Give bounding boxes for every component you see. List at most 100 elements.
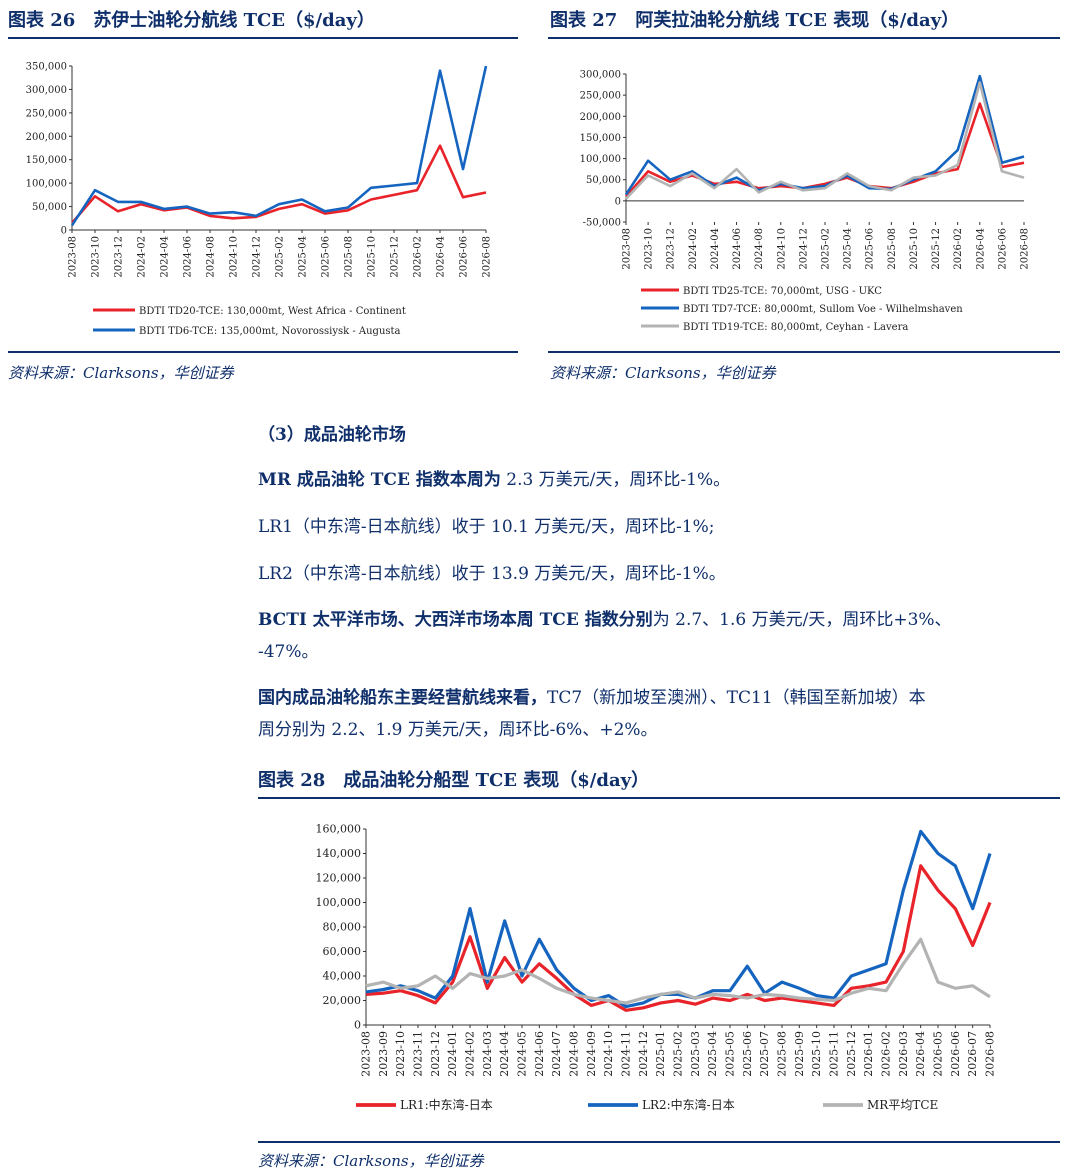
fig26-x-tick-label: 2024-04 [160, 236, 171, 278]
fig28-x-tick-label: 2026-05 [932, 1031, 945, 1077]
fig26-y-tick-label: 300,000 [26, 85, 67, 96]
paragraph-domestic-bold: 国内成品油轮船东主要经营航线来看， [258, 688, 547, 708]
fig26-x-tick-label: 2025-02 [275, 236, 286, 278]
fig26-x-tick-label: 2024-06 [183, 236, 194, 278]
fig26-series-2-line [70, 65, 488, 227]
paragraph-bcti-bold: BCTI 太平洋市场、大西洋市场本周 TCE 指数分别 [258, 610, 653, 630]
fig28-legend-label-3: MR平均TCE [867, 1098, 938, 1112]
fig28-x-tick-label: 2024-02 [464, 1031, 477, 1077]
fig26-x-tick-label: 2024-12 [252, 236, 263, 278]
fig28-series-1-line [365, 864, 992, 1012]
fig28-series-3-line [365, 937, 991, 1005]
fig27-x-tick-label: 2024-02 [688, 228, 699, 270]
fig28-x-tick-label: 2025-10 [810, 1031, 823, 1077]
fig28-y-tick-label: 80,000 [323, 921, 362, 934]
fig28-x-tick-label: 2025-03 [689, 1031, 702, 1077]
fig26-x-tick-label: 2025-08 [344, 236, 355, 278]
figure-28-bottom-rule [258, 1141, 1060, 1143]
fig26-y-tick-label: 0 [61, 226, 67, 237]
fig28-y-tick-label: 60,000 [323, 945, 362, 958]
figure-26-chart: 0 50,000 100,000 150,000 200,000 250,000 300,0… [26, 62, 493, 338]
fig27-y-tick-label: 0 [615, 196, 621, 207]
fig27-y-tick-label: 250,000 [580, 91, 621, 102]
fig28-x-tick-label: 2023-10 [394, 1031, 407, 1077]
fig27-y-tick-label: 150,000 [580, 133, 621, 144]
fig27-legend-label-2: BDTI TD7-TCE: 80,000mt, Sullom Voe - Wil… [683, 304, 963, 315]
section-heading: （3）成品油轮市场 [258, 425, 406, 445]
fig28-x-tick-label: 2024-06 [533, 1031, 546, 1077]
fig27-x-tick-label: 2025-04 [843, 228, 854, 270]
fig28-x-tick-label: 2026-04 [914, 1031, 927, 1077]
fig26-x-tick-label: 2026-08 [482, 236, 493, 278]
fig27-x-tick-label: 2024-04 [710, 228, 721, 270]
fig27-x-tick-label: 2026-04 [975, 228, 986, 270]
fig26-x-tick-label: 2025-12 [390, 236, 401, 278]
fig27-x-tick-label: 2024-10 [776, 228, 787, 270]
fig27-x-tick-label: 2026-08 [1020, 228, 1031, 270]
fig26-y-tick-label: 150,000 [26, 155, 67, 166]
fig26-x-tick-label: 2026-02 [413, 236, 424, 278]
fig28-legend-label-1: LR1:中东湾-日本 [400, 1097, 493, 1112]
fig28-x-tick-label: 2025-08 [776, 1031, 789, 1077]
fig28-series-2-line [365, 829, 992, 1009]
fig28-x-tick-label: 2025-04 [706, 1031, 719, 1077]
paragraph-bcti-rest: 为 2.7、1.6 万美元/天，周环比+3%、 [652, 610, 952, 630]
fig26-x-tick-label: 2024-08 [206, 236, 217, 278]
figure-28-rule [258, 797, 1060, 799]
fig26-x-tick-label: 2024-02 [137, 236, 148, 278]
fig28-x-tick-label: 2024-11 [620, 1031, 633, 1077]
fig28-x-tick-label: 2026-02 [880, 1031, 893, 1077]
fig26-y-tick-label: 100,000 [26, 179, 67, 190]
fig26-legend-label-1: BDTI TD20-TCE: 130,000mt, West Africa - … [139, 306, 406, 317]
fig26-y-tick-label: 250,000 [26, 108, 67, 119]
fig28-x-tick-label: 2023-12 [429, 1031, 442, 1077]
fig26-x-tick-label: 2024-10 [229, 236, 240, 278]
fig28-x-tick-label: 2024-12 [637, 1031, 650, 1077]
fig28-y-tick-label: 140,000 [316, 847, 362, 860]
paragraph-bcti: BCTI 太平洋市场、大西洋市场本周 TCE 指数分别为 2.7、1.6 万美元… [258, 604, 952, 636]
fig28-y-tick-label: 20,000 [323, 994, 362, 1007]
fig26-y-tick-label: 50,000 [32, 202, 67, 213]
figure-28-chart: 0 20,000 40,000 60,000 80,000 100,000 120,000 1… [316, 823, 997, 1113]
fig27-x-tick-label: 2023-10 [644, 228, 655, 270]
fig28-x-tick-label: 2026-06 [949, 1031, 962, 1077]
fig26-x-tick-label: 2025-04 [298, 236, 309, 278]
fig28-x-tick-label: 2025-06 [741, 1031, 754, 1077]
figure-27-rule [548, 37, 1060, 39]
fig26-x-tick-label: 2026-04 [436, 236, 447, 278]
paragraph-domestic-line2: 周分别为 2.2、1.9 万美元/天，周环比-6%、+2%。 [258, 720, 658, 740]
paragraph-domestic-rest: TC7（新加坡至澳洲）、TC11（韩国至新加坡）本 [547, 688, 926, 708]
fig27-x-tick-label: 2024-12 [798, 228, 809, 270]
fig27-x-tick-label: 2023-08 [622, 228, 633, 270]
fig27-y-tick-label: 200,000 [580, 112, 621, 123]
fig27-x-tick-label: 2026-02 [953, 228, 964, 270]
fig27-series-1-line [625, 102, 1025, 198]
fig28-x-tick-label: 2025-02 [672, 1031, 685, 1077]
fig27-legend-label-1: BDTI TD25-TCE: 70,000mt, USG - UKC [683, 286, 882, 297]
fig28-x-tick-label: 2026-08 [984, 1031, 997, 1077]
fig27-x-tick-label: 2026-06 [997, 228, 1008, 270]
fig28-x-tick-label: 2024-10 [602, 1031, 615, 1077]
fig26-x-tick-label: 2023-08 [68, 236, 79, 278]
fig28-x-tick-label: 2024-01 [446, 1031, 459, 1077]
fig26-legend-label-2: BDTI TD6-TCE: 135,000mt, Novorossiysk - … [139, 326, 401, 337]
paragraph-mr-rest: 2.3 万美元/天，周环比-1%。 [500, 470, 731, 490]
fig28-x-tick-label: 2024-03 [481, 1031, 494, 1077]
fig27-x-tick-label: 2023-12 [666, 228, 677, 270]
paragraph-mr: MR 成品油轮 TCE 指数本周为 2.3 万美元/天，周环比-1%。 [258, 464, 730, 496]
fig27-y-tick-label: 100,000 [580, 154, 621, 165]
fig28-x-tick-label: 2024-09 [585, 1031, 598, 1077]
figure-27-chart: -50,000 0 50,000 100,000 150,000 200,000 250,0… [580, 70, 1031, 334]
fig27-y-tick-label: 300,000 [580, 70, 621, 81]
paragraph-lr1: LR1（中东湾-日本航线）收于 10.1 万美元/天，周环比-1%; [258, 517, 715, 537]
figure-26-source: 资料来源：Clarksons，华创证券 [8, 364, 234, 382]
fig28-y-tick-label: 120,000 [316, 872, 362, 885]
fig27-x-tick-label: 2025-10 [909, 228, 920, 270]
fig28-y-tick-label: 160,000 [316, 823, 362, 836]
fig27-x-tick-label: 2025-12 [931, 228, 942, 270]
fig26-series-1-line [71, 144, 487, 224]
figure-28-title: 图表 28 成品油轮分船型 TCE 表现（$/day） [258, 770, 650, 791]
fig27-series-3-line [625, 81, 1025, 200]
fig28-x-tick-label: 2024-04 [498, 1031, 511, 1077]
fig28-y-tick-label: 40,000 [323, 970, 362, 983]
